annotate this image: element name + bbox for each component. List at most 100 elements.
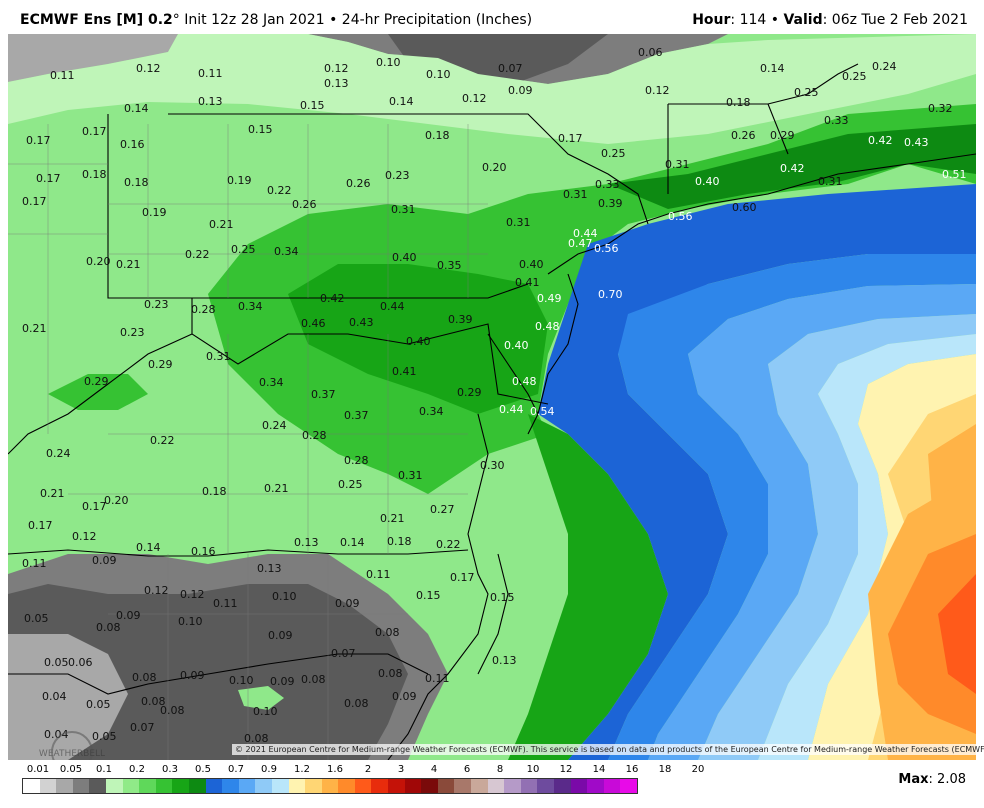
precip-value-label: 0.26 xyxy=(292,198,317,211)
max-number: 2.08 xyxy=(937,772,966,787)
precip-value-label: 0.11 xyxy=(198,67,223,80)
legend-tick-label: 0.5 xyxy=(195,764,211,775)
precip-value-label: 0.09 xyxy=(508,84,533,97)
precip-value-label: 0.11 xyxy=(50,69,75,82)
precip-value-label: 0.21 xyxy=(40,487,65,500)
legend-swatch xyxy=(23,779,40,793)
precip-value-label: 0.24 xyxy=(872,60,897,73)
precip-value-label: 0.16 xyxy=(120,138,145,151)
legend-swatch xyxy=(570,779,588,793)
precip-value-label: 0.48 xyxy=(535,320,560,333)
legend-swatch xyxy=(255,779,272,793)
legend-swatch xyxy=(421,779,438,793)
precip-value-label: 0.39 xyxy=(598,197,623,210)
precip-value-label: 0.14 xyxy=(760,62,785,75)
max-value: Max: 2.08 xyxy=(898,772,966,787)
legend-tick-label: 10 xyxy=(526,764,540,775)
precip-value-label: 0.09 xyxy=(268,629,293,642)
precip-value-label: 0.09 xyxy=(335,597,360,610)
precip-value-label: 0.05 xyxy=(86,698,111,711)
precip-value-label: 0.05 xyxy=(44,656,69,669)
precip-value-label: 0.17 xyxy=(36,172,61,185)
precip-value-label: 0.15 xyxy=(248,123,273,136)
precip-value-label: 0.10 xyxy=(178,615,203,628)
precip-value-label: 0.21 xyxy=(264,482,289,495)
legend-tick-label: 16 xyxy=(625,764,639,775)
precip-value-label: 0.05 xyxy=(92,730,117,743)
hour-label: Hour xyxy=(692,12,731,28)
precip-value-label: 0.08 xyxy=(378,667,403,680)
precip-value-label: 0.31 xyxy=(206,350,231,363)
legend-tick-label: 18 xyxy=(658,764,672,775)
legend-swatch xyxy=(305,779,322,793)
precip-value-label: 0.48 xyxy=(512,375,537,388)
precip-value-label: 0.10 xyxy=(253,705,278,718)
legend-swatch xyxy=(587,779,604,793)
precip-value-label: 0.06 xyxy=(638,46,663,59)
precip-value-label: 0.40 xyxy=(406,335,431,348)
precip-value-label: 0.31 xyxy=(506,216,531,229)
precip-value-label: 0.10 xyxy=(376,56,401,69)
precip-value-label: 0.15 xyxy=(300,99,325,112)
precip-value-label: 0.20 xyxy=(86,255,111,268)
precip-value-label: 0.17 xyxy=(22,195,47,208)
precip-value-label: 0.04 xyxy=(44,728,69,741)
legend-swatch xyxy=(620,779,637,793)
legend-swatch xyxy=(89,779,106,793)
precip-value-label: 0.22 xyxy=(185,248,210,261)
legend-swatch xyxy=(321,779,339,793)
legend-swatch xyxy=(105,779,123,793)
precip-value-label: 0.28 xyxy=(191,303,216,316)
legend-swatch xyxy=(122,779,140,793)
precip-value-label: 0.09 xyxy=(116,609,141,622)
precip-value-label: 0.18 xyxy=(82,168,107,181)
precip-value-label: 0.17 xyxy=(82,500,107,513)
precip-value-label: 0.20 xyxy=(104,494,129,507)
precip-value-label: 0.08 xyxy=(344,697,369,710)
precip-value-label: 0.47 xyxy=(568,237,593,250)
precip-value-label: 0.56 xyxy=(594,242,619,255)
precip-value-label: 0.19 xyxy=(142,206,167,219)
legend-swatch xyxy=(404,779,422,793)
precip-value-label: 0.04 xyxy=(42,690,67,703)
precip-value-label: 0.23 xyxy=(120,326,145,339)
legend-tick-labels: 0.01 0.05 0.1 0.2 0.3 0.5 0.7 0.9 1.2 1.6 2 3 4 6 8 10 1… xyxy=(22,764,705,776)
precip-value-label: 0.42 xyxy=(780,162,805,175)
precip-value-labels: 0.11 0.12 0.11 0.12 0.13 0.10 0.10 0.07 0.09 0.06… xyxy=(22,46,967,745)
model-name: ECMWF Ens [M] 0.2 xyxy=(20,12,173,28)
map-canvas: 0.11 0.12 0.11 0.12 0.13 0.10 0.10 0.07 0.09 0.06… xyxy=(8,34,976,760)
precip-value-label: 0.43 xyxy=(904,136,929,149)
precip-value-label: 0.44 xyxy=(573,227,598,240)
precip-value-label: 0.27 xyxy=(430,503,455,516)
precip-value-label: 0.18 xyxy=(425,129,450,142)
precip-value-label: 0.17 xyxy=(82,125,107,138)
precip-value-label: 0.25 xyxy=(231,243,256,256)
precip-value-label: 0.26 xyxy=(346,177,371,190)
precip-value-label: 0.37 xyxy=(344,409,369,422)
precip-value-label: 0.30 xyxy=(480,459,505,472)
weatherbell-watermark: WEATHERBELL xyxy=(28,730,118,760)
precip-value-label: 0.46 xyxy=(301,317,326,330)
legend-tick-label: 1.6 xyxy=(327,764,343,775)
legend-swatch xyxy=(504,779,521,793)
precip-value-label: 0.23 xyxy=(144,298,169,311)
product-title: ECMWF Ens [M] 0.2° Init 12z 28 Jan 2021 … xyxy=(20,12,533,28)
precip-value-label: 0.29 xyxy=(770,129,795,142)
precip-color-legend xyxy=(22,778,638,794)
precip-value-label: 0.28 xyxy=(344,454,369,467)
legend-swatch xyxy=(371,779,389,793)
legend-swatch xyxy=(222,779,239,793)
legend-tick-label: 20 xyxy=(691,764,705,775)
precip-value-label: 0.14 xyxy=(389,95,414,108)
precip-value-label: 0.12 xyxy=(72,530,97,543)
precip-value-label: 0.54 xyxy=(530,405,555,418)
precip-value-label: 0.10 xyxy=(272,590,297,603)
precip-value-label: 0.12 xyxy=(136,62,161,75)
precip-value-label: 0.15 xyxy=(490,591,515,604)
precipitation-map: 0.11 0.12 0.11 0.12 0.13 0.10 0.10 0.07 0.09 0.06… xyxy=(8,34,976,760)
map-header: ECMWF Ens [M] 0.2° Init 12z 28 Jan 2021 … xyxy=(0,0,984,36)
precip-value-label: 0.41 xyxy=(515,276,540,289)
precip-value-label: 0.40 xyxy=(392,251,417,264)
precip-value-label: 0.13 xyxy=(492,654,517,667)
legend-tick-label: 0.05 xyxy=(59,764,83,775)
